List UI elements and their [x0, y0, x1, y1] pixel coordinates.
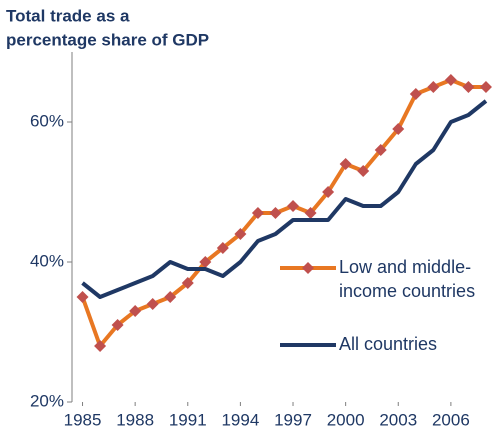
- chart-title: Total trade as a: [6, 6, 130, 25]
- marker: [94, 340, 107, 352]
- y-tick-label: 60%: [30, 111, 64, 130]
- marker: [322, 186, 335, 198]
- x-tick-label: 1994: [221, 410, 259, 429]
- series-line: [81, 99, 488, 299]
- marker: [392, 123, 405, 135]
- marker: [129, 305, 142, 317]
- marker: [339, 158, 352, 170]
- chart-title: percentage share of GDP: [6, 30, 209, 49]
- marker: [146, 298, 159, 310]
- marker: [427, 81, 440, 93]
- marker: [462, 81, 475, 93]
- legend-label: Low and middle-: [339, 257, 471, 277]
- marker: [374, 144, 387, 156]
- marker: [234, 228, 247, 240]
- y-tick-label: 20%: [30, 391, 64, 410]
- marker: [444, 74, 457, 86]
- marker: [357, 165, 370, 177]
- marker: [251, 207, 264, 219]
- marker: [287, 200, 300, 212]
- y-tick-label: 40%: [30, 251, 64, 270]
- x-tick-label: 2006: [432, 410, 470, 429]
- series-line: [80, 78, 486, 348]
- marker: [269, 207, 282, 219]
- x-tick-label: 2000: [327, 410, 365, 429]
- legend-label: income countries: [339, 281, 475, 301]
- marker: [479, 81, 492, 93]
- marker: [164, 291, 177, 303]
- x-tick-label: 2003: [379, 410, 417, 429]
- marker: [76, 291, 89, 303]
- marker: [199, 256, 212, 268]
- x-tick-label: 1985: [64, 410, 102, 429]
- x-tick-label: 1997: [274, 410, 312, 429]
- legend-label: All countries: [339, 334, 437, 354]
- x-tick-label: 1988: [116, 410, 154, 429]
- x-tick-label: 1991: [169, 410, 207, 429]
- marker: [216, 242, 229, 254]
- marker: [409, 88, 422, 100]
- marker: [111, 319, 124, 331]
- legend-marker: [302, 262, 314, 274]
- marker: [181, 277, 194, 289]
- marker: [304, 207, 317, 219]
